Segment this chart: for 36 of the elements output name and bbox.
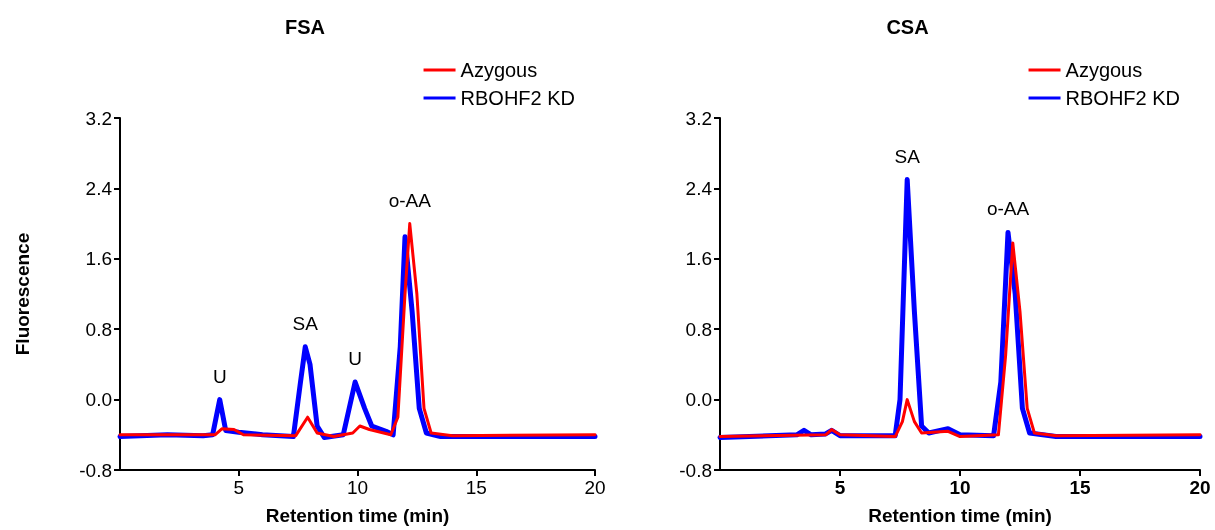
x-axis-title: Retention time (min) — [868, 505, 1052, 526]
x-tick-label: 20 — [584, 477, 606, 498]
legend-label: RBOHF2 KD — [460, 87, 576, 109]
annotation: o-AA — [388, 189, 432, 211]
y-tick-label: 1.6 — [85, 248, 112, 270]
annotation: o-AA — [986, 198, 1030, 220]
y-tick-label: -0.8 — [79, 459, 112, 481]
y-tick-label: 2.4 — [85, 177, 113, 199]
y-tick-label: 0.0 — [85, 389, 112, 411]
x-tick-label: 5 — [834, 477, 846, 498]
legend-label: Azygous — [460, 59, 538, 81]
y-tick-label: -0.8 — [679, 459, 712, 481]
chart-title: FSA — [285, 16, 325, 38]
x-tick-label: 10 — [949, 477, 971, 498]
y-tick-label: 0.0 — [685, 389, 712, 411]
x-tick-label: 20 — [1189, 477, 1211, 498]
y-tick-label: 1.6 — [685, 248, 712, 270]
annotation: U — [348, 348, 362, 369]
y-tick-label: 0.8 — [685, 318, 712, 340]
y-tick-label: 3.2 — [685, 107, 712, 129]
y-tick-label: 3.2 — [85, 107, 112, 129]
annotation: SA — [894, 145, 921, 167]
annotation: SA — [292, 312, 319, 334]
y-axis-title: Fluorescence — [12, 232, 33, 356]
legend-label: Azygous — [1065, 59, 1143, 81]
y-tick-label: 2.4 — [685, 177, 713, 199]
x-tick-label: 15 — [465, 477, 487, 498]
x-tick-label: 5 — [233, 477, 245, 498]
x-axis-title: Retention time (min) — [265, 505, 450, 526]
line-series — [718, 241, 1202, 439]
y-tick-label: 0.8 — [85, 318, 112, 340]
legend-label: RBOHF2 KD — [1065, 87, 1181, 109]
x-tick-label: 15 — [1069, 477, 1091, 498]
annotation: U — [212, 365, 227, 387]
x-tick-label: 10 — [346, 477, 369, 498]
chart-title: CSA — [886, 16, 929, 38]
